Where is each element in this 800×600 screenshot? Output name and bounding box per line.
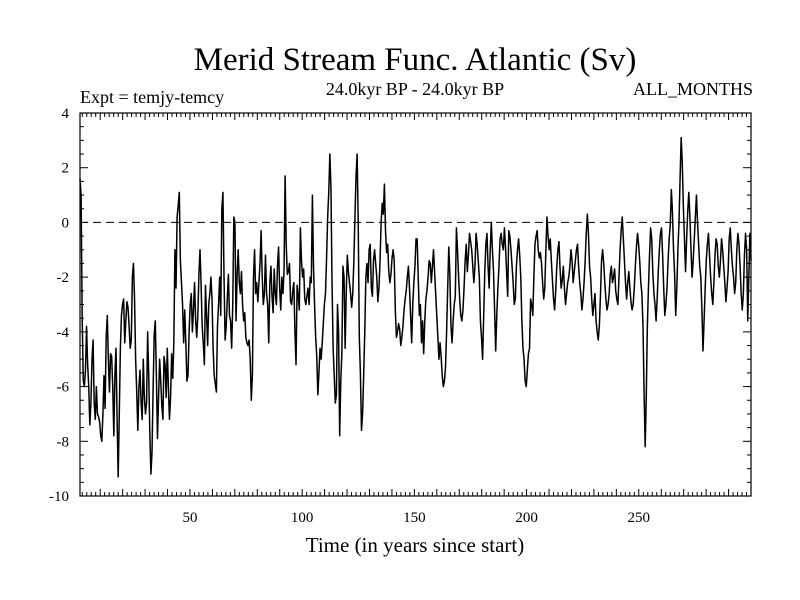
x-axis-label: Time (in years since start) [306,533,525,557]
y-tick-label: 0 [62,215,70,231]
series-layer [79,136,752,478]
x-tick-label: 150 [403,510,426,526]
x-tick-label: 200 [515,510,538,526]
axis-tick-labels: 50 100 150 200 250 -10 -8 -6 -4 -2 0 2 4 [49,106,650,526]
x-tick-label: 100 [291,510,314,526]
experiment-label: Expt = temjy-temcy [80,87,224,107]
y-tick-label: -8 [57,434,70,450]
months-label: ALL_MONTHS [633,79,753,99]
y-tick-label: 4 [62,106,70,122]
y-tick-label: -6 [57,380,70,396]
chart-subtitle: 24.0kyr BP - 24.0kyr BP [326,79,504,99]
y-tick-label: -10 [49,489,69,505]
axis-ticks [80,113,751,496]
plot-frame [79,112,752,497]
y-tick-label: -2 [57,270,70,286]
x-tick-label: 50 [182,510,197,526]
series-line [79,136,752,478]
y-tick-label: -4 [57,325,70,341]
chart-title: Merid Stream Func. Atlantic (Sv) [194,42,637,78]
x-tick-label: 250 [628,510,651,526]
y-tick-label: 2 [62,161,70,177]
